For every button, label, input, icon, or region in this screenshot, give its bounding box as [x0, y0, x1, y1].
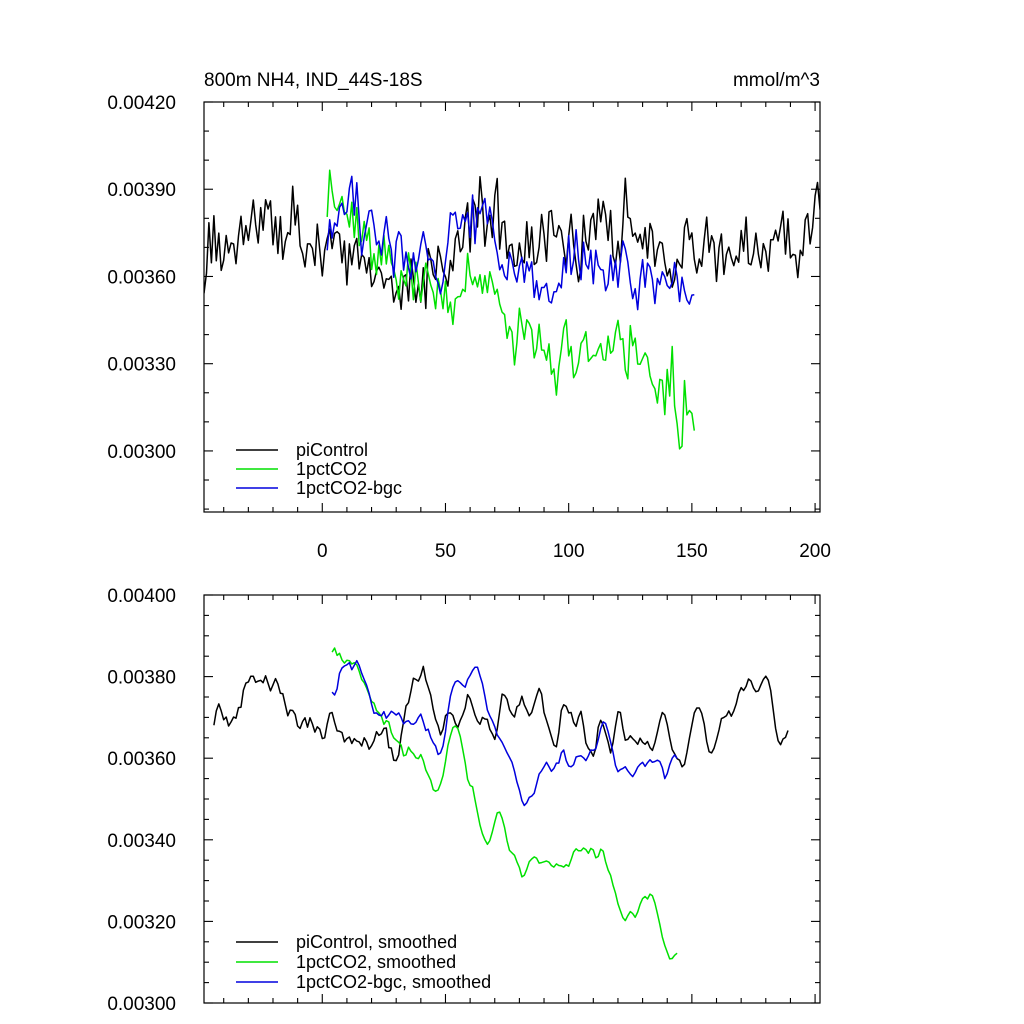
plot-frame	[203, 101, 821, 513]
y-tick-label: 0.00360	[107, 749, 176, 770]
series-line-1pctco2-bgc	[326, 175, 695, 311]
panel-title: 800m NH4, IND_44S-18S	[204, 70, 423, 91]
legend-label: 1pctCO2	[296, 459, 367, 479]
x-tick-label: 150	[676, 541, 708, 562]
legend-label: 1pctCO2, smoothed	[296, 952, 456, 972]
series-line-1pctco2	[326, 169, 696, 450]
x-tick-label: 100	[553, 541, 585, 562]
legend-label: 1pctCO2-bgc	[296, 478, 402, 498]
y-tick-label: 0.00360	[107, 267, 176, 288]
x-tick-label: 50	[435, 541, 456, 562]
legend-label: piControl, smoothed	[296, 932, 457, 952]
bottom-panel: 0.00300 0.00320 0.00340 0.00360 0.00380 0.004…	[107, 586, 821, 1015]
y-tick-label: 0.00420	[107, 93, 176, 114]
series-line-picontrol	[204, 175, 820, 311]
x-tick-label: 200	[799, 541, 831, 562]
y-tick-label: 0.00300	[107, 442, 176, 463]
top-panel: 0 50 100 150 200 0.00300 0.00330 0.00360 0.00390…	[107, 93, 831, 562]
x-tick-label: 0	[317, 541, 328, 562]
units-label: mmol/m^3	[733, 70, 820, 91]
series-line-picontrol-smoothed	[213, 665, 789, 768]
y-tick-label: 0.00340	[107, 831, 176, 852]
y-tick-label: 0.00400	[107, 586, 176, 607]
series-line-1pctco2-bgc-smoothed	[331, 659, 678, 807]
legend-label: piControl	[296, 440, 368, 460]
legend-label: 1pctCO2-bgc, smoothed	[296, 972, 491, 992]
y-tick-label: 0.00300	[107, 994, 176, 1015]
y-tick-label: 0.00390	[107, 180, 176, 201]
y-tick-label: 0.00330	[107, 355, 176, 376]
y-tick-label: 0.00320	[107, 912, 176, 933]
y-tick-label: 0.00380	[107, 668, 176, 689]
series-line-1pctco2-smoothed	[331, 647, 678, 960]
